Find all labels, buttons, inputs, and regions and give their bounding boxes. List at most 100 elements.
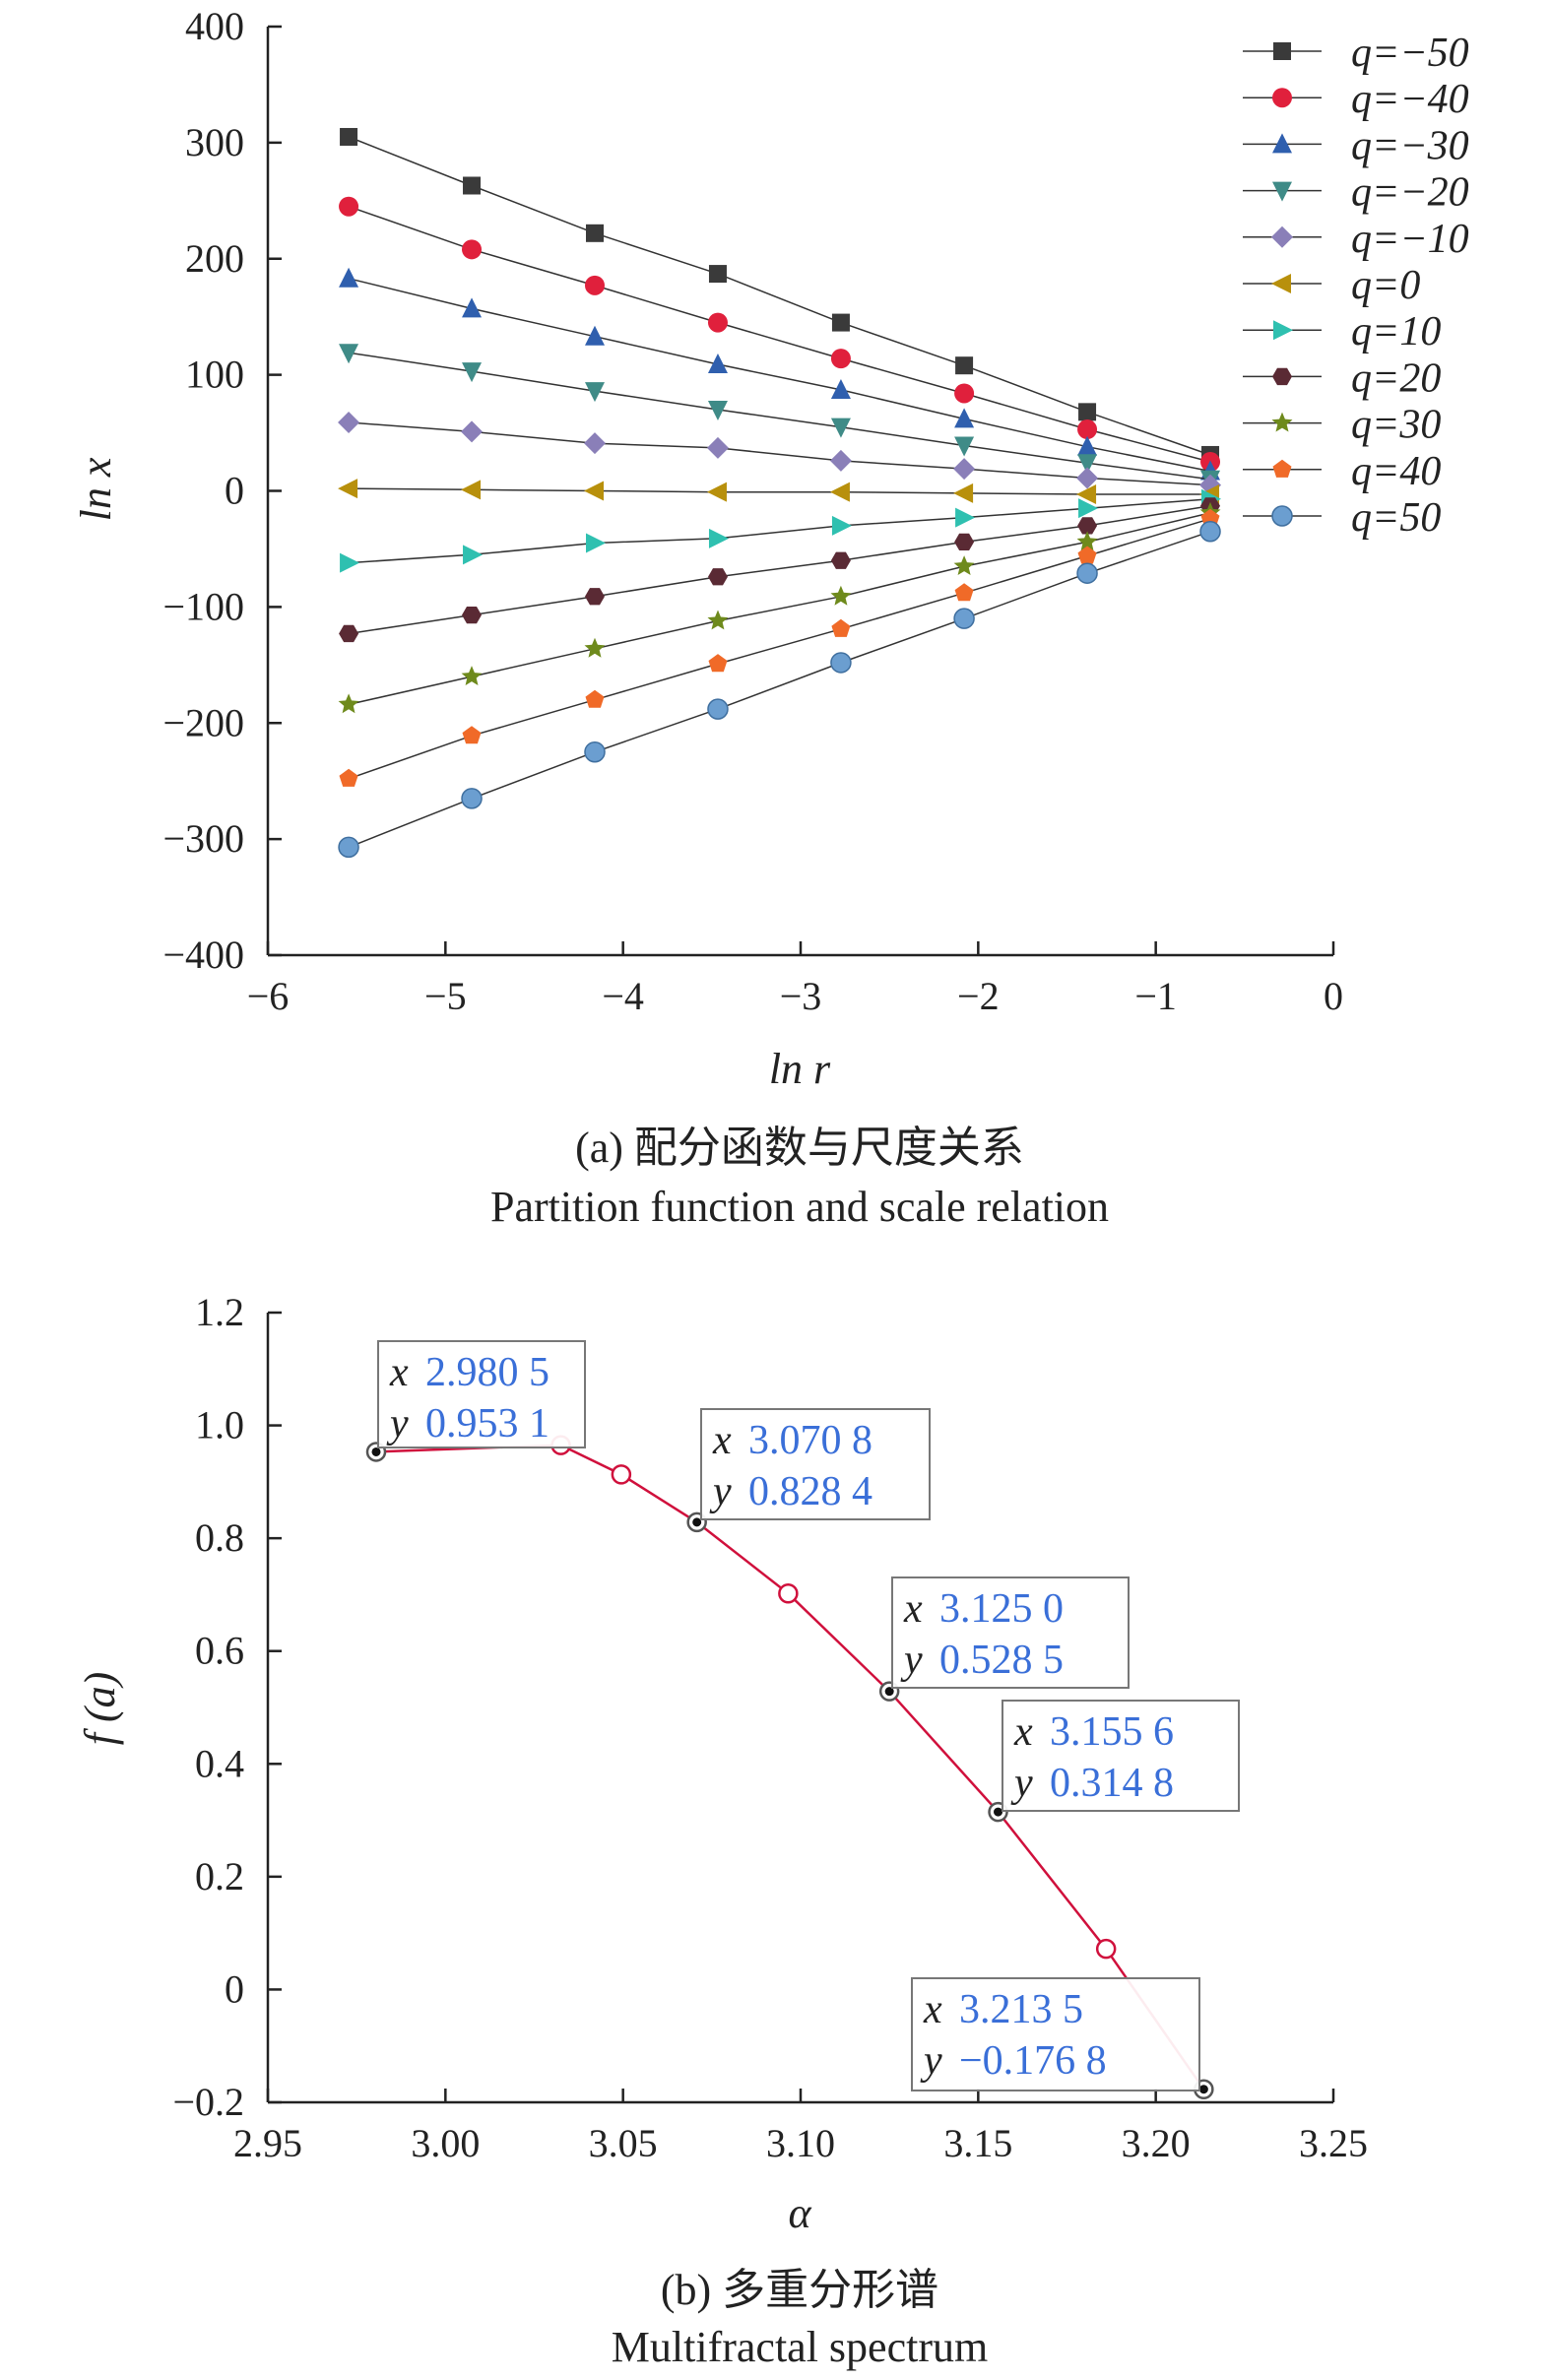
legend-marker bbox=[1272, 88, 1292, 108]
data-point bbox=[462, 607, 482, 624]
datatip-y-value: 0.528 5 bbox=[939, 1638, 1064, 1683]
data-point bbox=[1078, 403, 1097, 421]
data-point bbox=[1077, 517, 1098, 535]
datatip-box bbox=[1002, 1700, 1240, 1812]
data-point bbox=[830, 652, 852, 674]
data-point bbox=[461, 666, 483, 685]
datatip-box bbox=[377, 1340, 586, 1448]
series-7 bbox=[340, 488, 1222, 573]
panel-a-series-group bbox=[338, 127, 1222, 859]
data-point bbox=[339, 768, 358, 787]
data-point bbox=[1076, 562, 1098, 584]
data-point bbox=[1077, 454, 1098, 475]
panel-a-axes: 400 300 200 100 0 −100 −200 −300 −400−6 −5 −4 −3 −2 −… bbox=[162, 4, 1343, 1018]
spectrum-point bbox=[611, 1464, 632, 1485]
point-center bbox=[692, 1517, 702, 1527]
point-ring bbox=[611, 1464, 632, 1485]
panel-a-y-tick-label: 400 bbox=[185, 4, 244, 48]
spectrum-point bbox=[1095, 1938, 1117, 1960]
datatip-y-value: 0.314 8 bbox=[1050, 1761, 1174, 1806]
panel-b-caption-en: Multifractal spectrum bbox=[612, 2323, 988, 2371]
data-point bbox=[830, 551, 851, 569]
data-point bbox=[584, 325, 605, 346]
data-point bbox=[953, 608, 975, 629]
legend-item: q=0 bbox=[1243, 263, 1420, 308]
panel-b-y-tick-label: 0.4 bbox=[195, 1741, 244, 1785]
panel-b-y-tick-label: −0.2 bbox=[172, 2080, 244, 2124]
series-1 bbox=[340, 127, 1220, 464]
data-point bbox=[462, 239, 483, 260]
data-point bbox=[584, 275, 605, 295]
datatip-box bbox=[700, 1408, 931, 1520]
point-ring bbox=[1095, 1938, 1117, 1960]
legend-item: q=50 bbox=[1243, 495, 1441, 541]
panel-a-x-tick-label: −3 bbox=[780, 974, 822, 1018]
data-point bbox=[583, 481, 604, 501]
legend-label: q=−40 bbox=[1351, 77, 1469, 122]
data-point bbox=[1077, 419, 1098, 440]
data-point bbox=[585, 689, 605, 708]
panel-a-y-tick-label: 100 bbox=[185, 353, 244, 397]
datatip: x 3.070 8 y 0.828 4 bbox=[700, 1408, 931, 1520]
datatip-x-value: 2.980 5 bbox=[425, 1350, 549, 1395]
legend-item: q=30 bbox=[1243, 403, 1441, 448]
datatip: x 2.980 5 y 0.953 1 bbox=[377, 1340, 586, 1448]
data-point bbox=[954, 533, 975, 550]
point-center bbox=[994, 1807, 1003, 1817]
panel-b-x-tick-label: 3.10 bbox=[766, 2121, 835, 2165]
datatip: x 3.155 6 y 0.314 8 bbox=[1002, 1700, 1240, 1812]
data-point bbox=[1076, 467, 1099, 489]
series-3 bbox=[339, 267, 1221, 481]
legend-item: q=20 bbox=[1243, 355, 1441, 401]
data-point bbox=[1076, 531, 1098, 551]
datatip-x-label: x bbox=[389, 1350, 409, 1395]
legend-label: q=10 bbox=[1351, 309, 1441, 354]
legend-marker bbox=[1272, 367, 1292, 386]
panel-b-x-tick-label: 3.05 bbox=[589, 2121, 658, 2165]
data-point bbox=[708, 265, 727, 284]
panel-b-y-tick-label: 1.2 bbox=[195, 1290, 244, 1334]
datatip-y-label: y bbox=[1010, 1761, 1033, 1806]
datatip-x-value: 3.155 6 bbox=[1050, 1709, 1174, 1755]
point-center bbox=[371, 1447, 381, 1456]
legend-marker bbox=[1273, 42, 1291, 60]
data-point bbox=[829, 482, 850, 502]
panel-b-datatips: x 2.980 5 y 0.953 1 x 3.070 8 y 0.828 4 x 3.125 0… bbox=[377, 1340, 1240, 2091]
data-point bbox=[339, 267, 359, 288]
data-point bbox=[1076, 484, 1097, 505]
legend-item: q=−30 bbox=[1243, 123, 1469, 168]
legend-label: q=−20 bbox=[1351, 170, 1469, 216]
panel-a-x-tick-label: −4 bbox=[602, 974, 644, 1018]
series-line bbox=[349, 487, 1210, 495]
legend-marker bbox=[1272, 459, 1292, 478]
series-11 bbox=[338, 521, 1221, 859]
data-point bbox=[461, 788, 483, 809]
panel-b-x-tick-label: 3.20 bbox=[1122, 2121, 1191, 2165]
legend-marker bbox=[1271, 505, 1293, 527]
panel-b-caption-cn: (b) 多重分形谱 bbox=[661, 2266, 938, 2314]
panel-a-x-tick-label: −2 bbox=[957, 974, 1000, 1018]
data-point bbox=[338, 836, 359, 859]
data-point bbox=[953, 458, 976, 481]
series-2 bbox=[339, 196, 1221, 473]
series-line bbox=[348, 136, 1211, 456]
data-point bbox=[462, 362, 483, 383]
panel-b-y-tick-label: 1.0 bbox=[195, 1403, 244, 1447]
datatip-x-value: 3.070 8 bbox=[748, 1418, 872, 1463]
datatip-x-label: x bbox=[923, 1987, 942, 2032]
datatip: x 3.213 5 y −0.176 8 bbox=[911, 1977, 1200, 2091]
series-5 bbox=[338, 411, 1222, 496]
panel-a-y-tick-label: 0 bbox=[225, 469, 244, 513]
legend-label: q=30 bbox=[1351, 403, 1441, 448]
data-point bbox=[706, 436, 729, 459]
data-point bbox=[953, 555, 975, 575]
datatip-y-value: −0.176 8 bbox=[959, 2038, 1107, 2084]
data-point bbox=[1078, 498, 1099, 519]
panel-b-y-tick-label: 0.6 bbox=[195, 1629, 244, 1673]
panel-a-ylabel: ln x bbox=[72, 457, 120, 521]
legend-item: q=40 bbox=[1243, 449, 1441, 494]
data-point bbox=[340, 552, 360, 573]
data-point bbox=[831, 618, 851, 637]
data-point bbox=[340, 127, 358, 146]
